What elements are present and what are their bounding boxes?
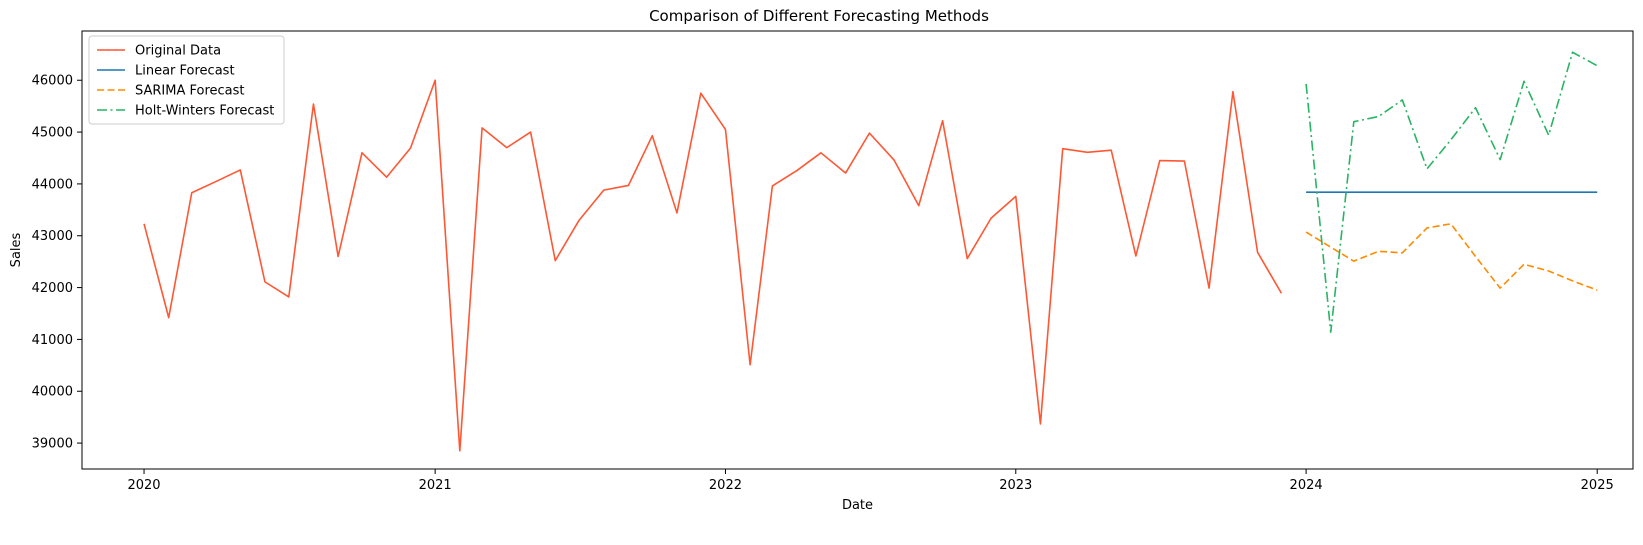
x-tick-label: 2020 xyxy=(127,478,160,493)
legend-label-holt-winters-forecast: Holt-Winters Forecast xyxy=(135,104,274,119)
y-tick-label: 42000 xyxy=(32,281,73,296)
y-tick-label: 41000 xyxy=(32,333,73,348)
legend-label-sarima-forecast: SARIMA Forecast xyxy=(135,84,245,99)
x-tick-label: 2021 xyxy=(419,478,452,493)
y-tick-label: 45000 xyxy=(32,126,73,141)
x-axis-label: Date xyxy=(842,498,873,513)
series-layer xyxy=(143,51,1598,452)
series-line-original-data xyxy=(143,79,1283,452)
x-axis: 2020 2021 2022 2023 2024 2025 xyxy=(127,469,1614,493)
x-tick-label: 2023 xyxy=(999,478,1032,493)
y-tick-label: 44000 xyxy=(32,177,73,192)
series-line-holt-winters-forecast xyxy=(1305,51,1598,333)
y-tick-label: 46000 xyxy=(32,74,73,89)
y-axis-label: Sales xyxy=(9,232,24,267)
x-tick-label: 2024 xyxy=(1290,478,1323,493)
y-tick-label: 39000 xyxy=(32,437,73,452)
y-tick-label: 43000 xyxy=(32,229,73,244)
x-tick-label: 2025 xyxy=(1581,478,1614,493)
legend-label-original-data: Original Data xyxy=(135,44,221,59)
legend-label-linear-forecast: Linear Forecast xyxy=(135,64,235,79)
x-tick-label: 2022 xyxy=(709,478,742,493)
legend-box xyxy=(88,35,285,125)
y-tick-label: 40000 xyxy=(32,385,73,400)
plot-area xyxy=(81,30,1634,470)
y-axis: 39000 40000 41000 42000 43000 44000 45000 46000 xyxy=(32,74,82,452)
chart-title: Comparison of Different Forecasting Meth… xyxy=(649,7,989,25)
series-line-sarima-forecast xyxy=(1305,223,1598,291)
legend: Original Data Linear Forecast SARIMA Forec… xyxy=(88,35,285,125)
